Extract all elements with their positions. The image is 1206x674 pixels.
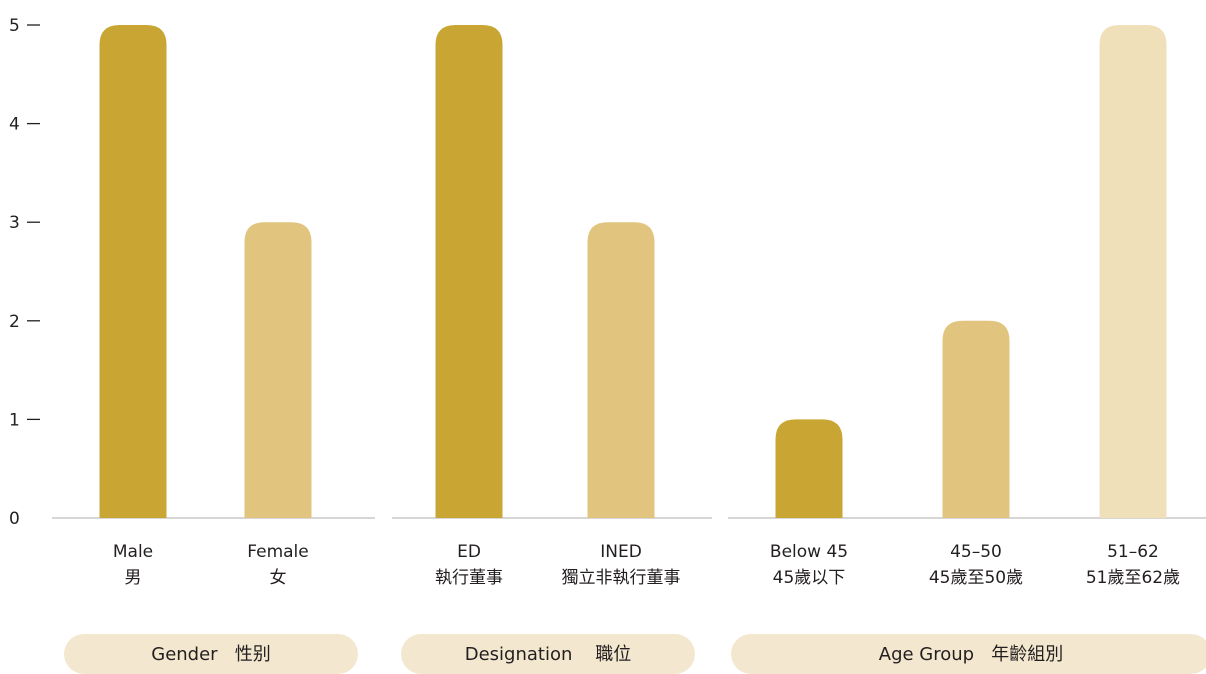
- y-tick-label: 2: [9, 312, 20, 332]
- category-label-zh: 男: [125, 568, 142, 588]
- category-label-en: Male: [113, 542, 153, 562]
- y-tick-label: 3: [9, 213, 20, 233]
- category-label-zh: 執行董事: [435, 568, 503, 588]
- group-label-gender: Gender 性别: [64, 634, 358, 674]
- category-label-zh: 51歲至62歲: [1086, 568, 1180, 588]
- bar: [942, 320, 1010, 518]
- y-tick-label: 0: [9, 509, 20, 529]
- y-tick-label: 4: [9, 115, 20, 135]
- category-label-zh: 女: [270, 568, 287, 588]
- group-label-designation: Designation 職位: [401, 634, 695, 674]
- category-label-zh: 獨立非執行董事: [562, 568, 681, 588]
- bar: [587, 222, 655, 518]
- category-label-en: 45–50: [950, 542, 1002, 562]
- bar: [775, 419, 843, 518]
- bar: [1099, 25, 1167, 518]
- y-tick-label: 1: [9, 410, 20, 430]
- y-tick-label: 5: [9, 16, 20, 36]
- category-label-en: Below 45: [770, 542, 848, 562]
- bar: [435, 25, 503, 518]
- bar: [99, 25, 167, 518]
- category-label-en: 51–62: [1107, 542, 1159, 562]
- category-label-zh: 45歲至50歲: [929, 568, 1023, 588]
- category-label-en: INED: [600, 542, 642, 562]
- category-label-en: Female: [247, 542, 308, 562]
- category-label-en: ED: [457, 542, 481, 562]
- bar: [244, 222, 312, 518]
- group-label-age-group: Age Group 年齡組別: [731, 634, 1206, 674]
- category-label-zh: 45歲以下: [773, 568, 846, 588]
